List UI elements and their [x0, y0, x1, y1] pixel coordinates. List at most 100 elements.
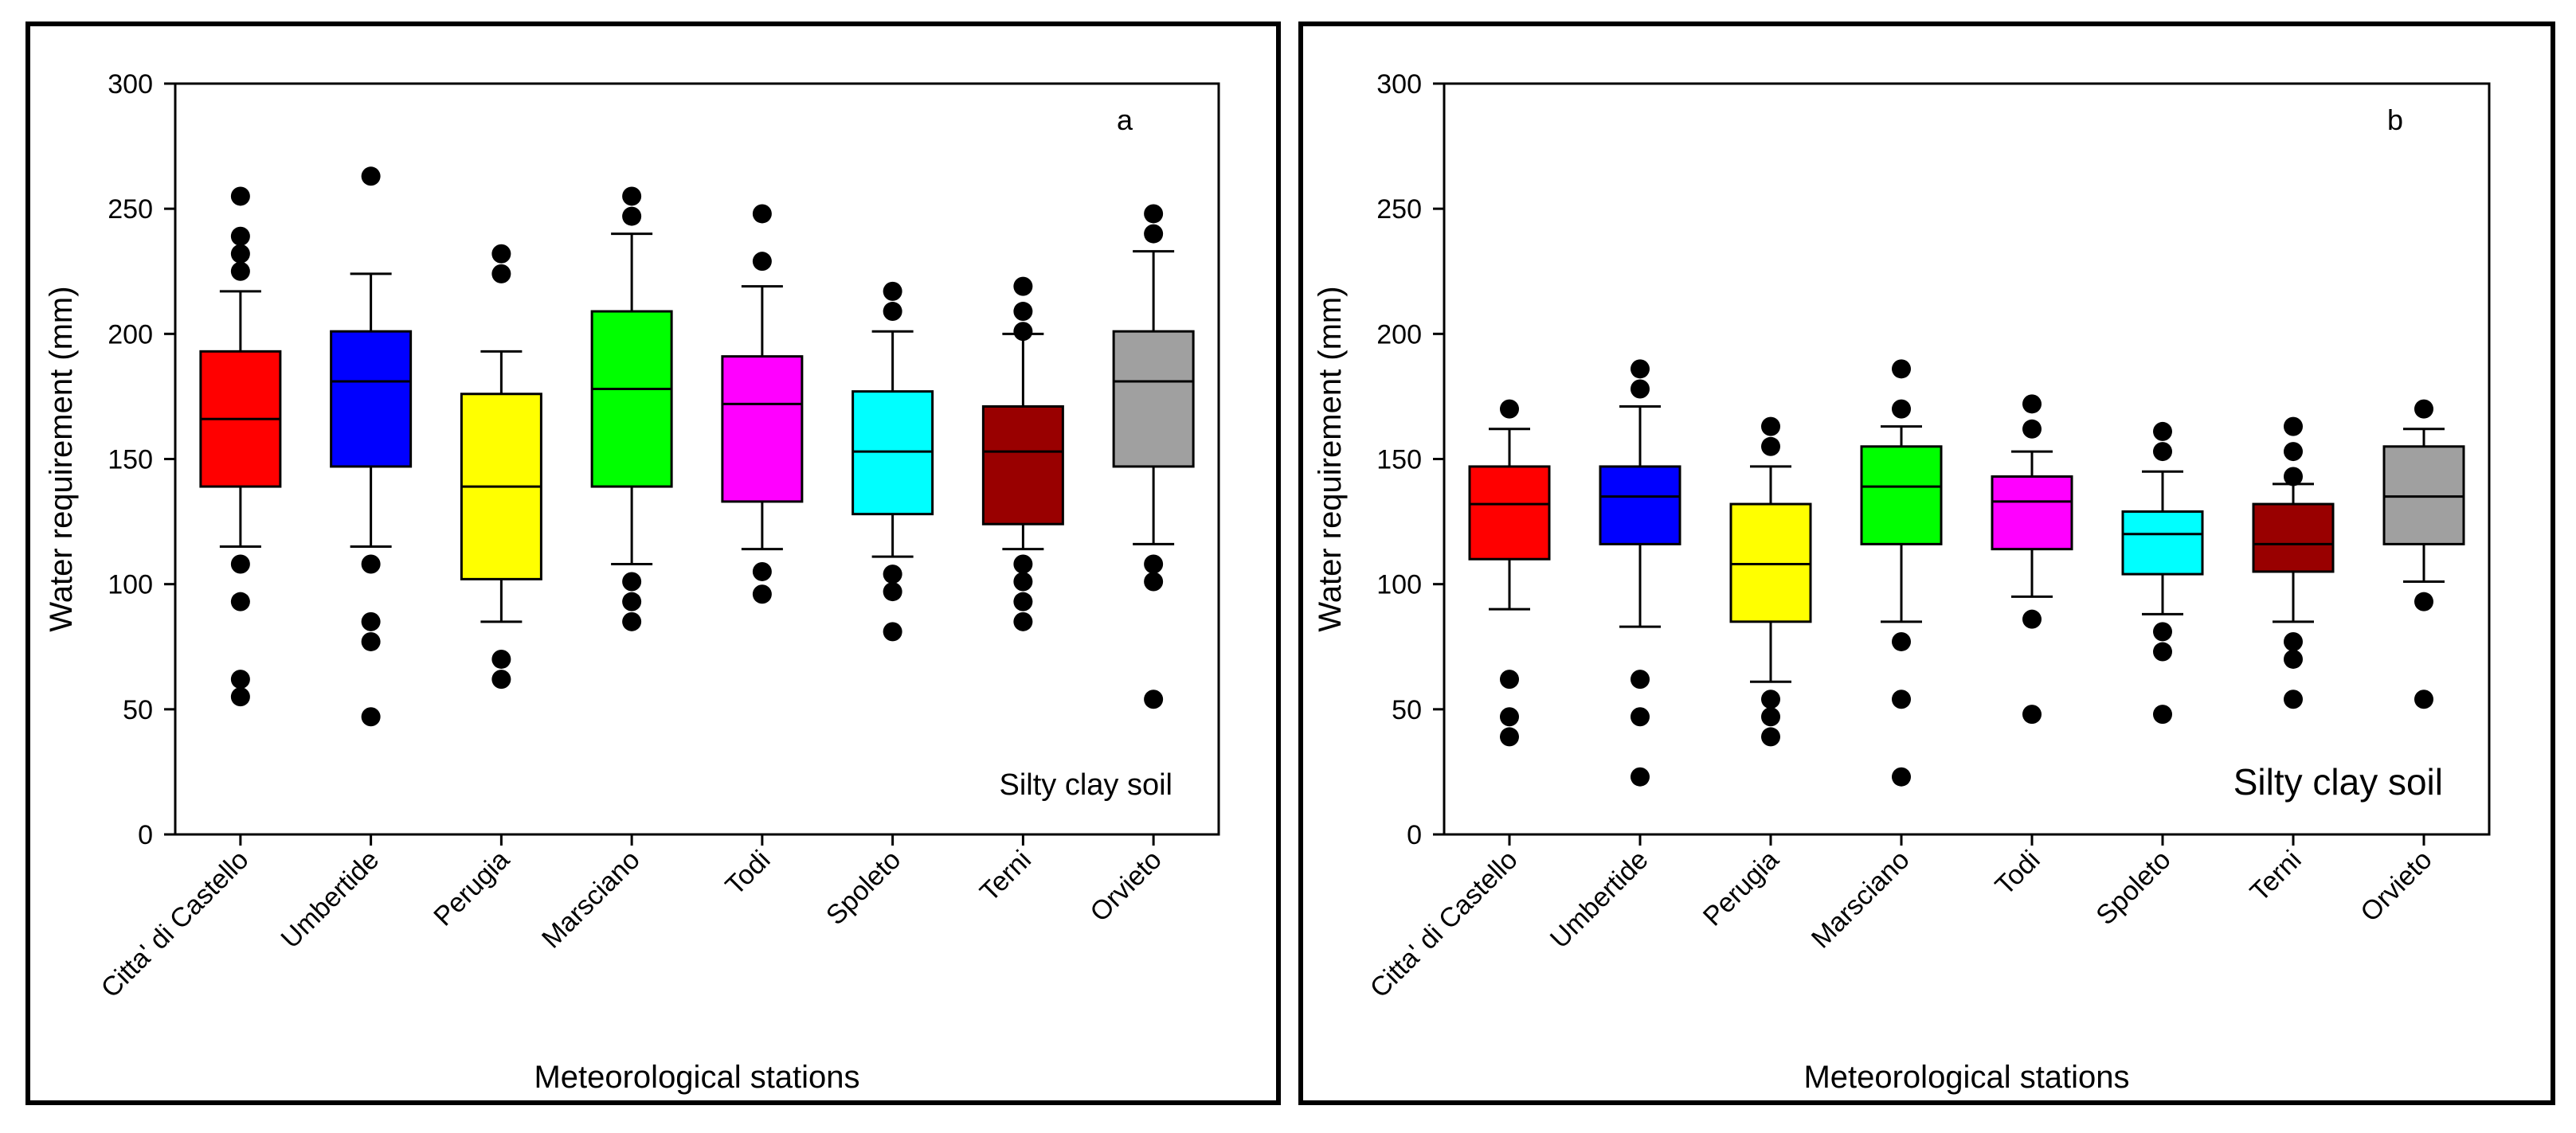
- outlier-point: [2022, 705, 2042, 725]
- x-axis-label: Meteorological stations: [1803, 1060, 2129, 1095]
- outlier-point: [2284, 467, 2303, 486]
- box-perugia: [1729, 416, 1812, 747]
- outlier-point: [1013, 554, 1033, 574]
- outlier-point: [2153, 642, 2172, 662]
- outlier-point: [491, 244, 511, 264]
- iqr-box: [590, 310, 673, 488]
- outlier-point: [361, 611, 381, 631]
- box-spoleto: [2121, 421, 2204, 725]
- x-axis-label: Meteorological stations: [534, 1060, 859, 1095]
- outlier-point: [2414, 399, 2433, 419]
- box-orvieto: [1112, 204, 1195, 709]
- chart-panel-b: 0 50 100 150 200 250 300 Water requirement (mm)…: [1298, 21, 2555, 1105]
- iqr-box: [1860, 445, 1943, 545]
- outlier-point: [1631, 359, 1650, 379]
- outlier-point: [883, 302, 902, 322]
- box-terni: [981, 276, 1064, 631]
- x-tick-label: Umbertide: [1544, 845, 1654, 955]
- chart-panel-a: 0 50 100 150 200 250 300 Water requirement (mm)…: [25, 21, 1281, 1105]
- outlier-point: [2284, 631, 2303, 651]
- outlier-point: [752, 204, 772, 224]
- outlier-point: [230, 592, 250, 611]
- iqr-box: [330, 330, 413, 468]
- plot-area: [1443, 82, 2491, 836]
- x-tick-label: Citta' di Castello: [96, 845, 255, 1004]
- outlier-point: [1500, 670, 1519, 690]
- outlier-point: [1892, 359, 1911, 379]
- outlier-point: [230, 186, 250, 206]
- outlier-point: [2153, 442, 2172, 462]
- y-tick-label: 300: [1376, 69, 1422, 100]
- outlier-point: [491, 670, 511, 690]
- outlier-point: [1631, 670, 1650, 690]
- y-axis-label: Water requirement (mm): [1313, 286, 1348, 631]
- outlier-point: [1013, 611, 1033, 631]
- y-tick-label: 200: [108, 319, 153, 350]
- outlier-point: [1500, 707, 1519, 727]
- x-tick-label: Marsciano: [536, 845, 646, 955]
- y-tick-label: 50: [1392, 695, 1422, 725]
- outlier-point: [361, 166, 381, 186]
- x-tick-label: Orvieto: [1084, 845, 1167, 928]
- outlier-point: [2153, 421, 2172, 441]
- outlier-point: [1631, 707, 1650, 727]
- outlier-point: [2153, 705, 2172, 725]
- y-tick-label: 300: [108, 69, 153, 100]
- x-tick-label: Todi: [720, 845, 777, 901]
- outlier-point: [1500, 399, 1519, 419]
- x-tick-label: Terni: [2245, 845, 2308, 908]
- outlier-point: [1013, 592, 1033, 611]
- outlier-point: [1761, 690, 1780, 709]
- outlier-point: [230, 226, 250, 246]
- outlier-point: [2284, 690, 2303, 709]
- outlier-point: [230, 261, 250, 281]
- box-marsciano: [1860, 359, 1943, 787]
- outlier-point: [622, 206, 642, 226]
- outlier-point: [1761, 727, 1780, 747]
- outlier-point: [1013, 302, 1033, 322]
- outlier-point: [1761, 416, 1780, 436]
- outlier-point: [622, 186, 642, 206]
- x-tick-label: Umbertide: [276, 845, 386, 955]
- outlier-point: [883, 281, 902, 301]
- outlier-point: [230, 554, 250, 574]
- x-tick-label: Citta' di Castello: [1364, 845, 1524, 1004]
- outlier-point: [622, 572, 642, 592]
- outlier-point: [1761, 436, 1780, 456]
- iqr-box: [1599, 465, 1681, 545]
- outlier-point: [1892, 690, 1911, 709]
- iqr-box: [851, 390, 934, 516]
- x-tick-label: Todi: [1990, 845, 2046, 901]
- y-tick-label: 0: [1407, 820, 1422, 850]
- box-todi: [721, 204, 804, 604]
- outlier-point: [1144, 690, 1164, 709]
- iqr-box: [2252, 502, 2335, 573]
- box-marsciano: [590, 186, 673, 631]
- outlier-point: [1013, 572, 1033, 592]
- outlier-point: [361, 707, 381, 727]
- iqr-box: [1729, 502, 1812, 623]
- y-tick-label: 150: [1376, 445, 1422, 475]
- iqr-box: [1112, 330, 1195, 468]
- box-umbertide: [1599, 359, 1681, 787]
- x-tick-label: Perugia: [1697, 845, 1785, 932]
- y-tick-label: 200: [1376, 319, 1422, 350]
- outlier-point: [1631, 767, 1650, 787]
- outlier-point: [2284, 442, 2303, 462]
- panel-frame: [1298, 21, 2555, 1105]
- outlier-point: [2414, 592, 2433, 611]
- outlier-point: [1761, 707, 1780, 727]
- outlier-point: [2022, 609, 2042, 629]
- outlier-point: [883, 582, 902, 602]
- box-umbertide: [330, 166, 413, 727]
- panel-frame: [25, 21, 1281, 1105]
- soil-annotation: Silty clay soil: [2233, 761, 2443, 803]
- box-orvieto: [2382, 399, 2465, 709]
- outlier-point: [230, 244, 250, 264]
- outlier-point: [1144, 572, 1164, 592]
- iqr-box: [2382, 445, 2465, 545]
- box-todi: [1991, 394, 2073, 725]
- outlier-point: [361, 554, 381, 574]
- panel-label: a: [1117, 104, 1133, 136]
